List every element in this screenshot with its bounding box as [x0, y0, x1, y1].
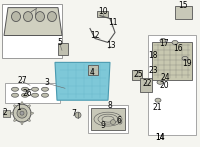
Text: 13: 13: [106, 41, 116, 50]
Polygon shape: [55, 62, 110, 100]
FancyBboxPatch shape: [2, 4, 62, 58]
Text: 2: 2: [3, 108, 7, 117]
Text: 3: 3: [45, 78, 49, 87]
Circle shape: [17, 108, 27, 118]
Text: 11: 11: [108, 18, 118, 27]
Polygon shape: [175, 6, 192, 19]
Text: 5: 5: [58, 38, 62, 47]
Ellipse shape: [32, 93, 38, 97]
Ellipse shape: [36, 12, 44, 22]
Text: 22: 22: [142, 79, 152, 88]
Ellipse shape: [21, 102, 23, 105]
Ellipse shape: [48, 12, 57, 22]
Polygon shape: [140, 78, 152, 92]
Ellipse shape: [42, 87, 48, 91]
Ellipse shape: [155, 98, 161, 102]
Text: 10: 10: [98, 7, 108, 16]
Circle shape: [118, 120, 122, 124]
Polygon shape: [3, 110, 10, 117]
Ellipse shape: [24, 12, 32, 22]
Text: 21: 21: [152, 103, 162, 112]
Ellipse shape: [10, 112, 14, 114]
Text: 24: 24: [160, 73, 170, 82]
Text: 16: 16: [173, 44, 183, 53]
Polygon shape: [91, 108, 125, 130]
Ellipse shape: [14, 119, 16, 121]
Text: 14: 14: [155, 133, 165, 142]
Text: 1: 1: [17, 103, 21, 112]
Ellipse shape: [172, 40, 178, 44]
Polygon shape: [152, 42, 192, 80]
Text: 7: 7: [72, 109, 76, 118]
Ellipse shape: [12, 87, 18, 91]
Ellipse shape: [21, 122, 23, 125]
Ellipse shape: [160, 39, 166, 42]
Ellipse shape: [14, 105, 16, 107]
Polygon shape: [58, 44, 68, 55]
Polygon shape: [97, 11, 108, 17]
Ellipse shape: [12, 12, 21, 22]
Ellipse shape: [12, 93, 18, 97]
Text: 14: 14: [155, 133, 165, 142]
Ellipse shape: [22, 93, 29, 97]
Ellipse shape: [28, 105, 30, 107]
Ellipse shape: [42, 93, 48, 97]
Text: 26: 26: [22, 89, 32, 98]
Text: 8: 8: [108, 101, 112, 110]
Circle shape: [110, 120, 116, 125]
Text: 20: 20: [159, 81, 169, 90]
Polygon shape: [132, 70, 142, 80]
Ellipse shape: [182, 56, 188, 60]
Ellipse shape: [28, 119, 30, 121]
Text: 18: 18: [148, 51, 158, 60]
Text: 17: 17: [159, 39, 169, 48]
Text: 23: 23: [148, 66, 158, 75]
Ellipse shape: [32, 87, 38, 91]
FancyBboxPatch shape: [88, 105, 128, 133]
Text: 27: 27: [17, 76, 27, 85]
Text: 12: 12: [90, 31, 100, 40]
Text: 25: 25: [133, 70, 143, 79]
Text: 19: 19: [182, 59, 192, 68]
Circle shape: [75, 112, 81, 118]
Text: 6: 6: [117, 116, 121, 125]
Text: 9: 9: [101, 121, 105, 130]
FancyBboxPatch shape: [5, 83, 60, 103]
Ellipse shape: [157, 80, 163, 84]
Circle shape: [20, 111, 24, 115]
Polygon shape: [88, 65, 98, 75]
Circle shape: [13, 104, 31, 122]
Polygon shape: [4, 8, 62, 35]
Text: 15: 15: [178, 1, 188, 10]
Ellipse shape: [30, 112, 34, 114]
Ellipse shape: [22, 87, 29, 91]
FancyBboxPatch shape: [148, 35, 196, 135]
Text: 4: 4: [90, 68, 94, 77]
